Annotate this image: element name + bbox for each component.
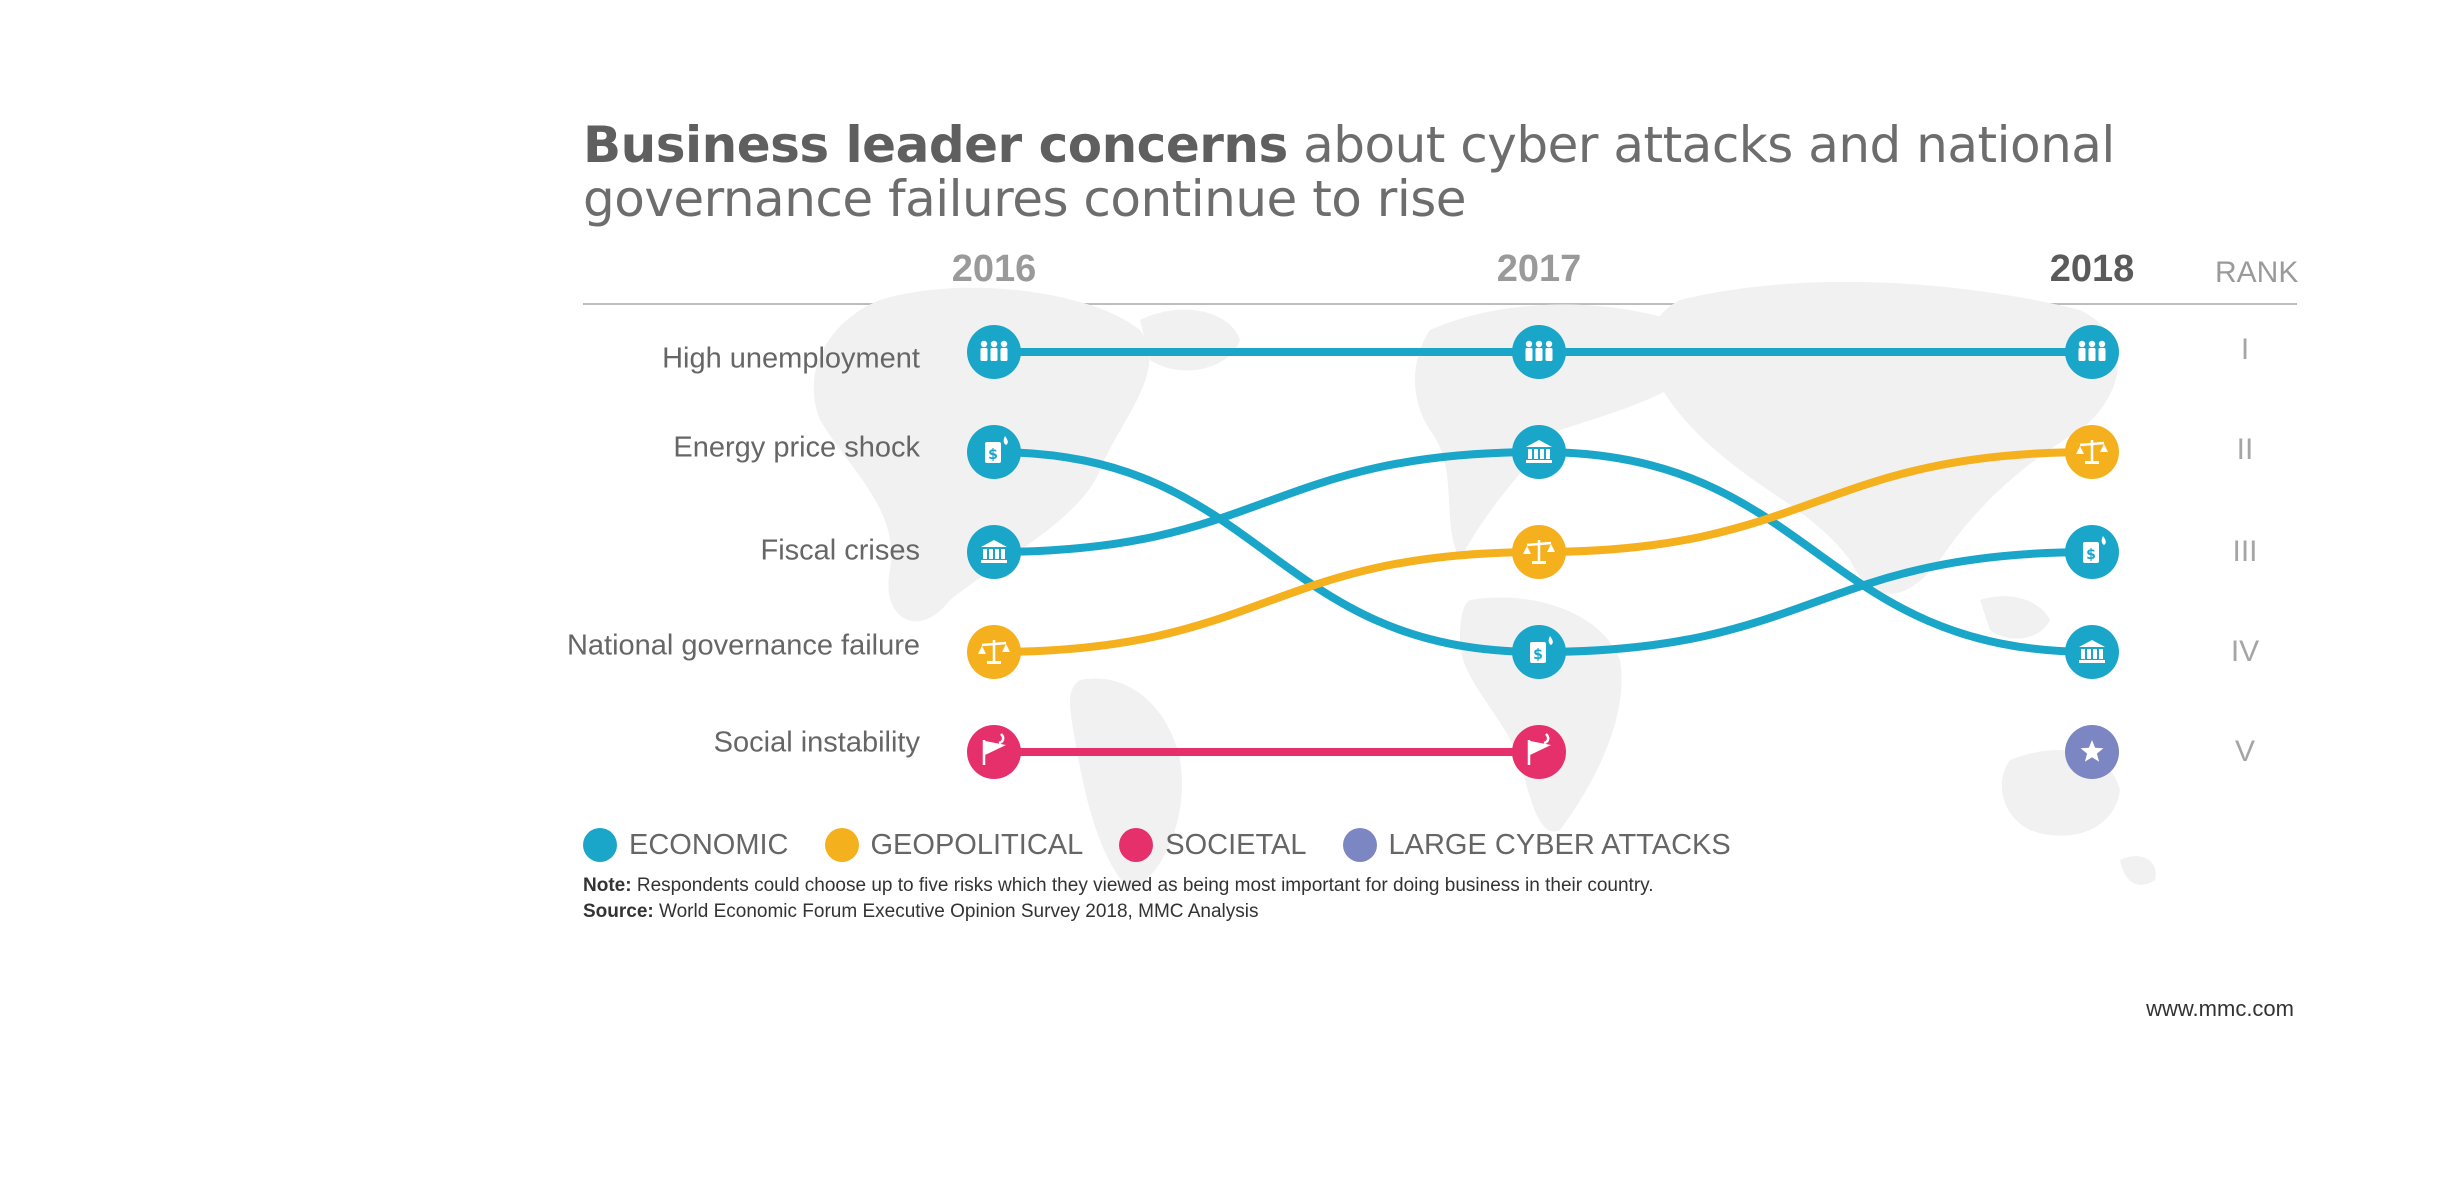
chart-title-bold: Business leader concerns: [583, 116, 1288, 174]
legend-swatch-cyber: [1342, 828, 1377, 862]
legend-swatch-economic: [583, 828, 617, 862]
svg-text:$: $: [988, 447, 998, 463]
people-icon: [2078, 340, 2106, 361]
marker-fiscal-crises-2016: [967, 525, 1021, 579]
marker-circle: [2065, 625, 2119, 679]
legend-swatch-societal: [1119, 828, 1154, 862]
marker-circle: [1512, 725, 1566, 779]
line-energy-price-shock-1: [1535, 548, 2096, 656]
marker-high-unemployment-2016: [967, 325, 1021, 379]
marker-circle: [967, 525, 1021, 579]
svg-text:$: $: [1533, 647, 1543, 663]
marker-national-governance-failure-2016: [967, 625, 1021, 679]
line-energy-price-shock-0: [990, 448, 1543, 656]
legend-item-cyber: LARGE CYBER ATTACKS: [1342, 828, 1731, 862]
rank-label-4: IV: [2230, 635, 2260, 668]
scales-icon: [1523, 540, 1555, 564]
flag-icon: [982, 733, 1006, 765]
marker-circle: [967, 725, 1021, 779]
footnote: Note: Respondents could choose up to fiv…: [583, 875, 1654, 897]
marker-energy-price-shock-2017: $: [1512, 625, 1566, 679]
people-icon: [980, 340, 1008, 361]
row-label-high-unemployment: High unemployment: [662, 342, 920, 375]
row-label-energy-price-shock: Energy price shock: [673, 431, 920, 464]
people-icon: [1525, 340, 1553, 361]
bank-icon: [981, 540, 1007, 563]
year-2017-label: 2017: [1496, 248, 1582, 290]
line-fiscal-crises-0: [990, 448, 1543, 556]
marker-circle: [1512, 425, 1566, 479]
footnote-label: Note:: [583, 875, 632, 896]
marker-national-governance-failure-2017: [1512, 525, 1566, 579]
website-link[interactable]: www.mmc.com: [2146, 996, 2294, 1021]
rank-label-5: V: [2234, 735, 2256, 768]
rank-label-1: I: [2240, 333, 2250, 366]
svg-text:$: $: [2086, 547, 2096, 563]
legend-item-societal: SOCIETAL: [1119, 828, 1307, 862]
source-note: Source: World Economic Forum Executive O…: [583, 901, 1258, 923]
marker-energy-price-shock-2016: $: [967, 425, 1021, 479]
marker-high-unemployment-2017: [1512, 325, 1566, 379]
legend-swatch-geopolitical: [824, 828, 859, 862]
header-divider: [583, 303, 2297, 305]
row-label-national-governance-failure: National governance failure: [566, 629, 920, 662]
chart-title-rest: about cyber attacks and national governa…: [583, 116, 2115, 228]
scales-icon: [978, 640, 1010, 664]
line-fiscal-crises-1: [1535, 448, 2096, 656]
marker-high-unemployment-2018: [2065, 325, 2119, 379]
year-2016-label: 2016: [951, 248, 1037, 290]
legend: ECONOMIC GEOPOLITICAL SOCIETAL LARGE CYB…: [583, 828, 1767, 862]
bank-icon: [2079, 640, 2105, 663]
marker-fiscal-crises-2017: [1512, 425, 1566, 479]
chart-title: Business leader concerns about cyber att…: [583, 118, 2343, 226]
legend-label-economic: ECONOMIC: [629, 828, 789, 861]
marker-energy-price-shock-2018: $: [2065, 525, 2119, 579]
legend-item-geopolitical: GEOPOLITICAL: [824, 828, 1084, 862]
legend-label-geopolitical: GEOPOLITICAL: [870, 828, 1084, 861]
source-label: Source:: [583, 901, 654, 922]
fuel-can-icon: $: [2083, 536, 2106, 563]
marker-social-instability-2017: [1512, 725, 1566, 779]
marker-social-instability-2016: [967, 725, 1021, 779]
flag-icon: [1527, 733, 1551, 765]
rank-label-2: II: [2236, 433, 2254, 466]
row-label-fiscal-crises: Fiscal crises: [760, 534, 920, 567]
fuel-can-icon: $: [985, 436, 1008, 463]
line-national-governance-failure-0: [990, 548, 1543, 656]
scales-icon: [2076, 440, 2108, 464]
fuel-can-icon: $: [1530, 636, 1553, 663]
legend-item-economic: ECONOMIC: [583, 828, 789, 862]
source-text: World Economic Forum Executive Opinion S…: [653, 901, 1259, 922]
marker-large-cyber-attacks-2018: [2065, 725, 2119, 779]
legend-label-cyber: LARGE CYBER ATTACKS: [1388, 828, 1731, 861]
star-icon: [2080, 740, 2104, 762]
marker-fiscal-crises-2018: [2065, 625, 2119, 679]
legend-label-societal: SOCIETAL: [1165, 828, 1307, 861]
world-map-background: [813, 281, 2156, 890]
row-label-social-instability: Social instability: [713, 726, 920, 759]
line-national-governance-failure-1: [1535, 448, 2096, 556]
year-2018-label: 2018: [2049, 248, 2135, 290]
rank-header: RANK: [2215, 256, 2299, 289]
marker-national-governance-failure-2018: [2065, 425, 2119, 479]
bank-icon: [1526, 440, 1552, 463]
rank-label-3: III: [2232, 535, 2258, 568]
footnote-text: Respondents could choose up to five risk…: [631, 875, 1654, 896]
